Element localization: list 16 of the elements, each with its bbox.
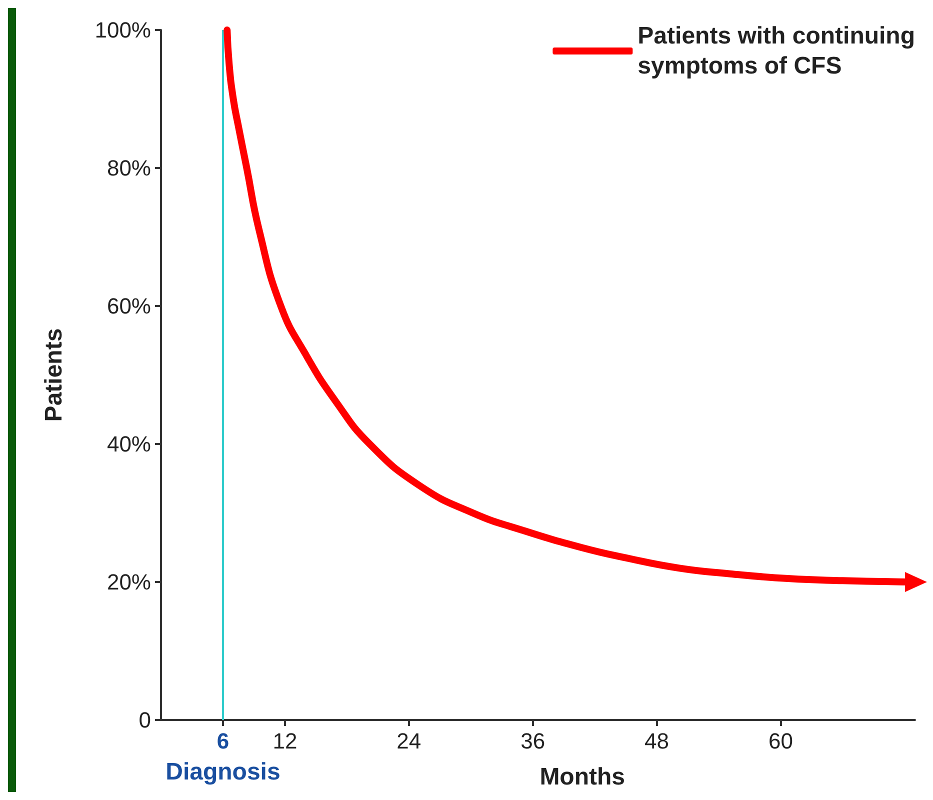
x-tick-label: 60	[768, 728, 793, 754]
ref-line-label: Diagnosis	[166, 758, 280, 786]
y-tick-label: 20%	[106, 570, 151, 594]
y-tick-label: 100%	[94, 18, 151, 42]
x-axis-title: Months	[540, 764, 625, 790]
x-tick-label: 6	[216, 728, 230, 754]
y-tick-label: 80%	[106, 156, 151, 180]
y-axis-title: Patients	[40, 328, 68, 422]
y-tick-label: 60%	[106, 294, 151, 318]
y-tick-label: 40%	[106, 432, 151, 456]
x-tick-label: 36	[520, 728, 546, 754]
x-tick-label: 24	[396, 728, 422, 754]
y-tick-label: 0	[138, 708, 151, 732]
x-tick-label: 12	[272, 728, 298, 754]
x-tick-label: 48	[644, 728, 670, 754]
legend-label: Patients with continuing symptoms of CFS	[638, 22, 916, 80]
